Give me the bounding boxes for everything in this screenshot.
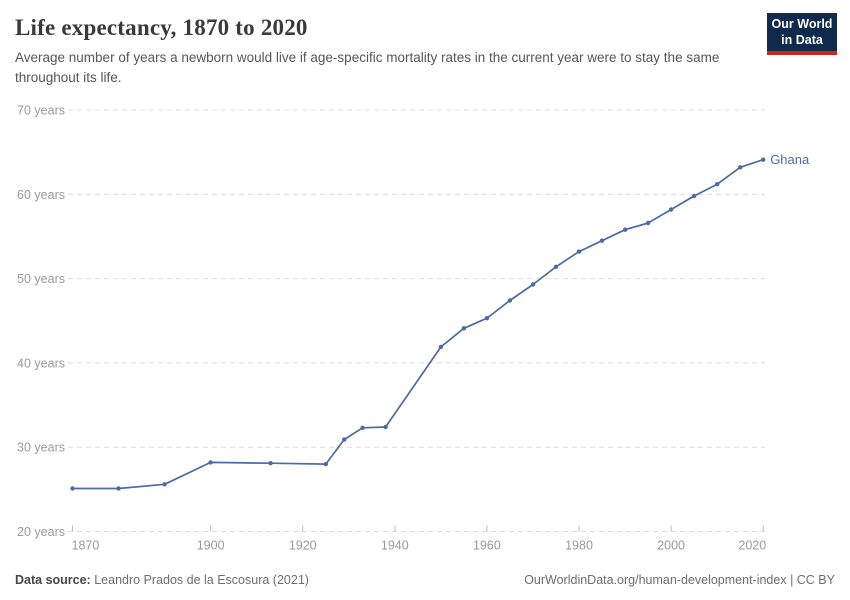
data-source-text: Leandro Prados de la Escosura (2021)	[94, 573, 309, 587]
x-axis-tick-label: 1920	[289, 539, 317, 553]
y-axis-tick-label: 60 years	[17, 188, 65, 202]
data-point[interactable]	[530, 282, 536, 287]
x-axis-tick-label: 1980	[565, 539, 593, 553]
x-axis-tick-label: 1960	[473, 539, 501, 553]
chart-subtitle: Average number of years a newborn would …	[15, 50, 720, 85]
data-source: Data source: Leandro Prados de la Escosu…	[15, 573, 309, 587]
credit-link[interactable]: OurWorldinData.org/human-development-ind…	[524, 573, 835, 587]
data-point[interactable]	[484, 316, 490, 321]
owid-logo[interactable]: Our World in Data	[767, 13, 837, 56]
data-point[interactable]	[553, 264, 559, 269]
data-point[interactable]	[116, 486, 121, 491]
chart-header: Life expectancy, 1870 to 2020 Average nu…	[15, 15, 750, 87]
data-point[interactable]	[507, 298, 513, 303]
data-source-label: Data source:	[15, 573, 91, 587]
data-point[interactable]	[208, 460, 213, 465]
data-point[interactable]	[342, 437, 347, 442]
data-point[interactable]	[715, 182, 720, 187]
data-point[interactable]	[599, 238, 605, 243]
data-point[interactable]	[268, 461, 273, 466]
series-label-ghana[interactable]: Ghana	[770, 152, 810, 167]
x-axis-tick-label: 2000	[657, 539, 685, 553]
y-axis-tick-label: 40 years	[17, 356, 65, 370]
data-point[interactable]	[691, 193, 697, 199]
y-axis-tick-label: 20 years	[17, 525, 65, 539]
logo-line1: Our World	[771, 17, 833, 31]
series-line-ghana[interactable]	[71, 158, 765, 490]
data-point[interactable]	[576, 249, 582, 254]
data-point[interactable]	[668, 207, 674, 212]
data-point[interactable]	[761, 157, 766, 162]
x-axis-tick-label: 1900	[197, 539, 225, 553]
page-title: Life expectancy, 1870 to 2020	[15, 15, 308, 40]
data-point[interactable]	[383, 424, 388, 430]
data-point[interactable]	[461, 326, 467, 331]
x-axis-tick-label: 1870	[72, 539, 100, 553]
data-point[interactable]	[622, 227, 628, 232]
data-point[interactable]	[360, 425, 365, 430]
y-axis-tick-label: 50 years	[17, 272, 65, 286]
x-axis-tick-label: 1940	[381, 539, 409, 553]
y-axis-tick-label: 30 years	[17, 441, 65, 455]
data-point[interactable]	[70, 486, 75, 491]
logo-line2: in Data	[781, 32, 823, 47]
data-point[interactable]	[738, 165, 743, 170]
data-point[interactable]	[162, 482, 167, 487]
x-axis-tick-label: 2020	[738, 539, 766, 553]
chart-footer: Data source: Leandro Prados de la Escosu…	[15, 573, 835, 587]
data-point[interactable]	[645, 220, 651, 226]
y-axis-tick-label: 70 years	[17, 104, 65, 118]
data-point[interactable]	[438, 344, 444, 350]
data-point[interactable]	[323, 461, 328, 467]
